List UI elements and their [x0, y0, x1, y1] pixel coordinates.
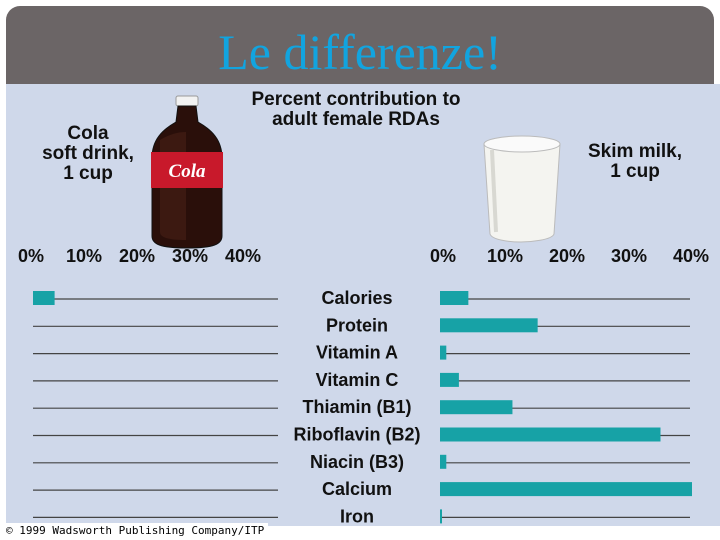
milk-bar: [440, 372, 459, 387]
milk-bar: [440, 427, 661, 442]
chart-heading: Percent contribution to adult female RDA…: [196, 90, 516, 130]
cola-bars: [33, 291, 55, 305]
milk-bar: [440, 482, 692, 497]
milk-bar: [440, 291, 469, 305]
cola-label-line2: soft drink,: [42, 143, 134, 164]
nutrient-label: Riboflavin (B2): [293, 425, 420, 445]
nutrient-label: Protein: [326, 315, 388, 335]
cola-tick-label: 10%: [66, 246, 102, 266]
nutrient-label: Calories: [321, 288, 392, 308]
milk-tick-label: 30%: [611, 246, 647, 266]
chart-heading-line1: Percent contribution to: [251, 89, 461, 110]
cola-tick-label: 40%: [225, 246, 261, 266]
nutrient-label: Thiamin (B1): [302, 397, 411, 417]
nutrient-label: Vitamin A: [316, 343, 398, 363]
nutrient-label: Iron: [340, 506, 374, 526]
milk-tick-label: 20%: [549, 246, 585, 266]
milk-bar: [440, 509, 442, 524]
milk-glass-icon: [483, 135, 561, 243]
milk-tick-label: 10%: [487, 246, 523, 266]
milk-label: Skim milk, 1 cup: [560, 142, 710, 182]
right-axis-ticks: 0% 10% 20% 30% 40%: [430, 246, 709, 266]
milk-label-line2: 1 cup: [610, 161, 660, 182]
milk-bar: [440, 345, 447, 360]
milk-bar: [440, 318, 538, 333]
cola-bottle-icon: Cola: [151, 95, 223, 249]
nutrient-labels: Calories Protein Vitamin A Vitamin C Thiamin…: [293, 288, 420, 526]
cola-tick-label: 20%: [119, 246, 155, 266]
milk-bar: [440, 400, 513, 415]
copyright-notice: © 1999 Wadsworth Publishing Company/ITP: [2, 523, 269, 538]
slide-header: Le differenze!: [6, 6, 714, 84]
slide-title: Le differenze!: [218, 24, 502, 80]
cola-label-line3: 1 cup: [63, 163, 113, 184]
chart-heading-line2: adult female RDAs: [272, 109, 440, 130]
nutrient-label: Calcium: [322, 479, 392, 499]
cola-label: Cola soft drink, 1 cup: [18, 124, 158, 184]
nutrient-label: Niacin (B3): [310, 452, 404, 472]
cola-label-line1: Cola: [67, 123, 109, 144]
milk-bars: [440, 291, 692, 524]
cola-tick-label: 0%: [18, 246, 44, 266]
cola-bar: [33, 291, 55, 305]
cola-tick-label: 30%: [172, 246, 208, 266]
figure-panel: [6, 84, 720, 526]
nutrient-label: Vitamin C: [316, 370, 399, 390]
milk-label-line1: Skim milk,: [588, 141, 682, 162]
milk-tick-label: 40%: [673, 246, 709, 266]
milk-tick-label: 0%: [430, 246, 456, 266]
left-axis-ticks: 0% 10% 20% 30% 40%: [18, 246, 261, 266]
bottle-label: Cola: [169, 161, 206, 182]
milk-bar: [440, 454, 447, 469]
